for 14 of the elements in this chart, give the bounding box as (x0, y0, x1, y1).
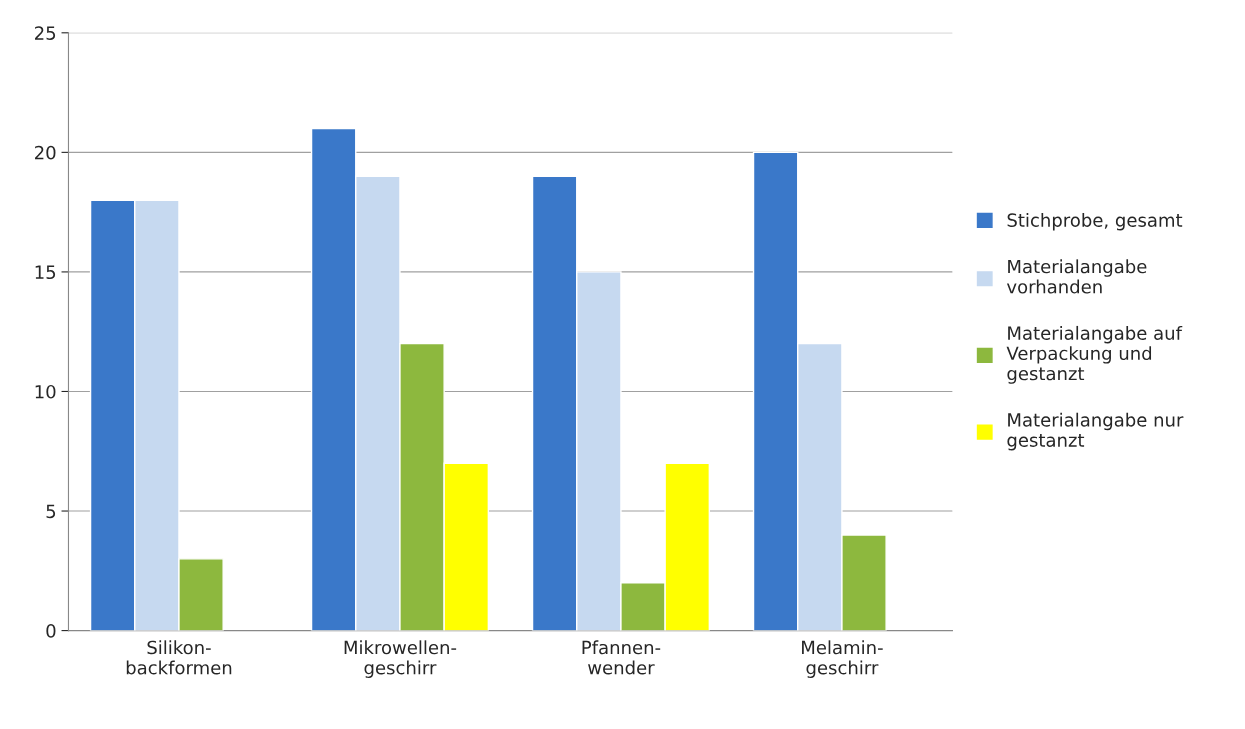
y-tick-label: 15 (35, 265, 56, 280)
legend-label: Materialangabe nur gestanzt (1007, 412, 1184, 451)
legend-label: Materialangabe auf Verpackung und gestanzt (1006, 325, 1183, 384)
y-tick-label: 10 (35, 384, 56, 399)
legend-label: Materialangabe vorhanden (1006, 259, 1147, 294)
x-tick-label: Mikrowellen- geschirr (344, 640, 457, 678)
y-tick-label: 20 (35, 145, 56, 160)
x-tick-label: Silikon- backformen (126, 640, 232, 675)
x-tick-label: Pfannen- wender (582, 640, 661, 675)
y-tick-label: 25 (35, 26, 56, 40)
legend-label: Stichprobe, gesamt (1007, 212, 1183, 231)
y-tick-label: 0 (46, 624, 56, 638)
x-tick-label: Melamin- geschirr (802, 640, 883, 678)
y-tick-label: 5 (46, 504, 56, 519)
